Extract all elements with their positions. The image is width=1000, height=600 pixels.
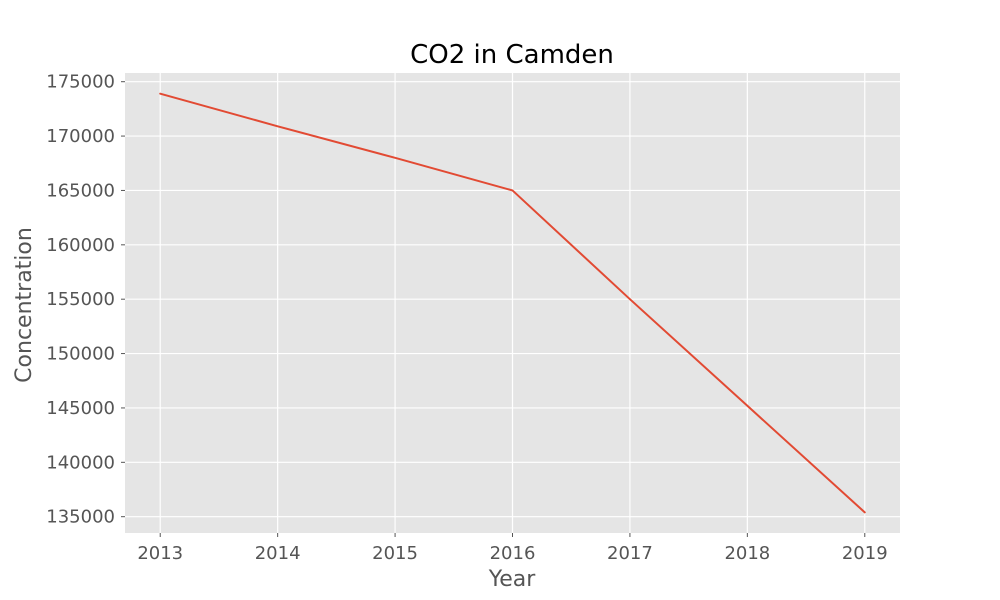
x-tick-label: 2013: [137, 543, 183, 564]
x-tick-label: 2014: [255, 543, 301, 564]
y-tick-label: 140000: [46, 452, 115, 473]
y-tick-label: 135000: [46, 507, 115, 528]
y-tick-label: 145000: [46, 398, 115, 419]
x-tick-label: 2017: [607, 543, 653, 564]
x-tick-label: 2018: [724, 543, 770, 564]
x-tick-label: 2016: [490, 543, 536, 564]
y-tick-label: 170000: [46, 126, 115, 147]
x-axis-label: Year: [488, 567, 537, 592]
y-axis-label: Concentration: [12, 227, 37, 383]
x-tick-label: 2019: [842, 543, 888, 564]
y-tick-label: 175000: [46, 72, 115, 93]
x-tick-label: 2015: [372, 543, 418, 564]
y-tick-label: 155000: [46, 289, 115, 310]
axis-ticks: 2013 2014 2015 2016 2017 2018 2019 135000 140000…: [46, 72, 887, 564]
y-tick-label: 160000: [46, 235, 115, 256]
y-tick-label: 150000: [46, 344, 115, 365]
chart-title: CO2 in Camden: [410, 40, 614, 70]
y-tick-label: 165000: [46, 180, 115, 201]
series-layer: [159, 92, 866, 514]
